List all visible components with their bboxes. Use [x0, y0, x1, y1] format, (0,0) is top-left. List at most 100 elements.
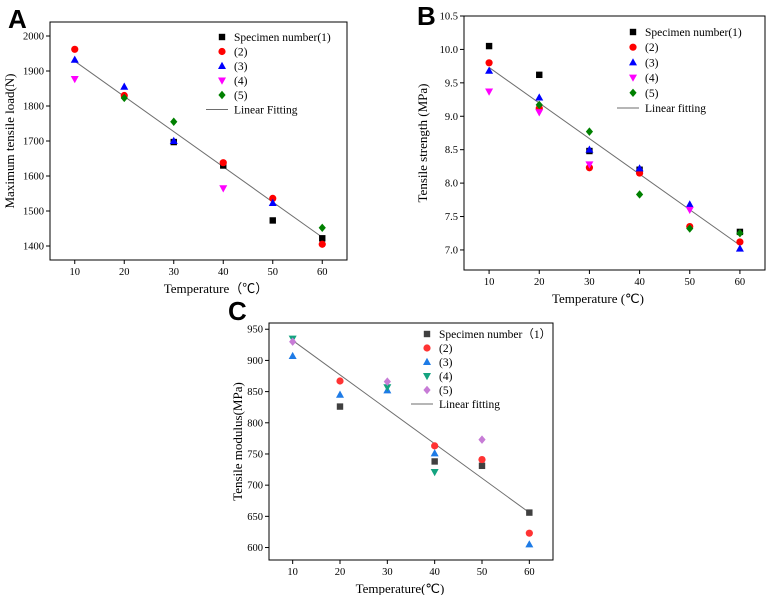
- legend-label: Linear Fitting: [234, 105, 298, 117]
- legend-marker: [218, 61, 226, 69]
- legend: Specimen number(1) (2) (3) (4) (5) Linear fit…: [617, 27, 742, 115]
- y-tick-label: 9.5: [445, 78, 458, 89]
- data-point: [268, 198, 277, 206]
- series-3: [70, 55, 277, 206]
- data-point: [336, 390, 344, 398]
- y-axis-label: Tensile modulus(MPa): [230, 382, 245, 501]
- y-tick-label: 1500: [23, 207, 44, 218]
- y-tick-label: 750: [247, 449, 263, 460]
- series-5: [535, 100, 744, 238]
- data-point: [686, 224, 694, 233]
- legend-marker: [629, 88, 637, 97]
- data-point: [535, 100, 543, 110]
- x-tick-label: 40: [429, 567, 440, 578]
- legend-label: (2): [439, 343, 453, 355]
- y-tick-label: 950: [247, 325, 263, 336]
- series-5: [120, 93, 326, 232]
- y-tick-label: 800: [247, 418, 263, 429]
- data-point: [585, 145, 594, 153]
- y-axis-label: Tensile strength (MPa): [415, 84, 430, 203]
- panel-label: B: [417, 1, 436, 31]
- x-axis-label: Temperature (℃): [552, 291, 644, 306]
- data-point: [485, 66, 494, 74]
- y-tick-label: 700: [247, 481, 263, 492]
- data-point: [70, 76, 79, 84]
- legend-marker: [423, 357, 431, 365]
- legend: Specimen number（1） (2) (3) (4) (5) Linear fit…: [411, 328, 551, 411]
- legend-label: Specimen number(1): [234, 32, 331, 44]
- panel-label: C: [228, 296, 247, 326]
- legend-marker: [218, 90, 226, 100]
- fit-line: [74, 60, 323, 238]
- data-point: [318, 240, 326, 248]
- data-point: [478, 435, 486, 444]
- data-point: [535, 109, 544, 117]
- x-tick-label: 10: [287, 567, 298, 578]
- x-tick-label: 40: [634, 277, 645, 288]
- data-point: [383, 377, 391, 386]
- y-tick-label: 7.0: [445, 245, 458, 256]
- x-tick-label: 60: [317, 267, 328, 278]
- x-tick-label: 20: [534, 277, 545, 288]
- legend-marker: [423, 373, 431, 381]
- data-point: [526, 509, 533, 516]
- plot-frame: [49, 21, 348, 261]
- data-point: [219, 159, 227, 167]
- y-tick-label: 9.0: [445, 112, 458, 123]
- legend-marker: [218, 77, 226, 85]
- plot-frame: [268, 322, 554, 561]
- legend-label: Specimen number（1）: [439, 328, 551, 341]
- data-point: [431, 442, 439, 450]
- data-point: [635, 190, 644, 199]
- legend-label: (3): [234, 61, 248, 73]
- y-tick-label: 10.0: [440, 45, 458, 56]
- legend-label: (4): [439, 371, 453, 383]
- data-point: [71, 45, 79, 53]
- data-point: [585, 127, 594, 136]
- y-tick-label: 7.5: [445, 212, 458, 223]
- panel-c: C 10 20 30 40 50 60 600 650 700 750 800 850 900 950 Tem…: [228, 296, 554, 595]
- plot-frame: [463, 15, 766, 271]
- legend-label: (4): [234, 76, 248, 88]
- data-point: [478, 462, 486, 470]
- panel-label: A: [8, 4, 27, 34]
- legend-label: (2): [234, 47, 248, 59]
- data-point: [431, 458, 438, 465]
- data-point: [525, 529, 533, 537]
- x-tick-label: 60: [524, 567, 535, 578]
- legend-marker: [423, 385, 431, 395]
- data-point: [535, 93, 544, 101]
- y-tick-label: 650: [247, 512, 263, 523]
- data-point: [169, 136, 178, 144]
- y-tick-label: 10.5: [440, 12, 458, 23]
- x-tick-label: 20: [119, 267, 130, 278]
- x-tick-label: 10: [70, 267, 81, 278]
- legend-label: (5): [645, 88, 659, 100]
- legend-label: (3): [645, 57, 659, 69]
- series-4: [70, 76, 228, 193]
- x-tick-label: 50: [268, 267, 279, 278]
- y-tick-label: 1800: [23, 102, 44, 113]
- x-tick-label: 50: [685, 277, 696, 288]
- legend-label: (5): [439, 385, 453, 397]
- data-point: [585, 161, 594, 169]
- data-point: [485, 59, 493, 67]
- series-1: [485, 42, 744, 236]
- legend: Specimen number(1) (2) (3) (4) (5) Linear Fit…: [206, 32, 331, 117]
- data-point: [685, 206, 694, 215]
- legend-marker: [629, 43, 637, 51]
- legend-marker: [629, 28, 637, 36]
- x-tick-label: 30: [382, 567, 393, 578]
- y-axis-label: Maximum tensile load(N): [2, 73, 17, 208]
- data-point: [269, 217, 276, 224]
- series-2: [71, 45, 326, 248]
- legend-marker: [423, 330, 431, 338]
- legend-label: Specimen number(1): [645, 27, 742, 39]
- data-point: [219, 185, 228, 193]
- data-point: [485, 88, 494, 96]
- x-axis-label: Temperature(℃): [356, 581, 445, 595]
- data-point: [319, 235, 326, 242]
- x-tick-label: 40: [218, 267, 229, 278]
- data-point: [525, 540, 534, 548]
- panel-b: B 10 20 30 40 50 60 7.0 7.5 8.0 8.5 9.0 9.5 10.0 10.5 T…: [415, 1, 766, 306]
